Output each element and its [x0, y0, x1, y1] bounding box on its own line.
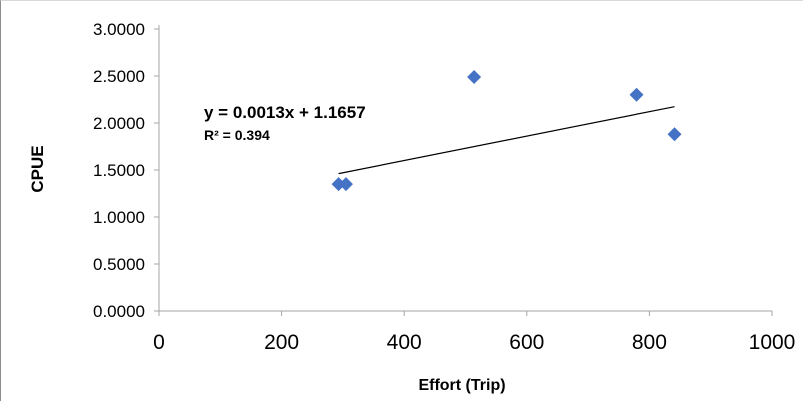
- data-points: [331, 69, 682, 192]
- y-axis-label: CPUE: [28, 145, 47, 192]
- y-tick-label: 1.5000: [93, 161, 145, 180]
- data-point: [338, 177, 353, 192]
- data-point: [667, 127, 682, 142]
- x-tick-label: 200: [264, 331, 299, 354]
- data-point: [467, 69, 482, 84]
- axes: 0.0000 0.5000 1.0000 1.5000 2.0000 2.5000 3.00…: [93, 20, 795, 354]
- y-tick-label: 0.5000: [93, 255, 145, 274]
- x-tick-label: 400: [387, 331, 422, 354]
- y-tick-label: 2.0000: [93, 114, 145, 133]
- x-tick-label: 0: [153, 331, 165, 354]
- trendline-group: [338, 106, 675, 175]
- y-tick-label: 2.5000: [93, 67, 145, 86]
- y-tick-label: 1.0000: [93, 208, 145, 227]
- y-tick-label: 3.0000: [93, 20, 145, 39]
- x-tick-label: 800: [632, 331, 667, 354]
- trendline-equation: y = 0.0013x + 1.1657: [204, 103, 366, 122]
- data-point: [331, 177, 346, 192]
- data-point: [629, 87, 644, 102]
- trendline: [338, 106, 675, 175]
- trendline-r-squared: R² = 0.394: [204, 127, 270, 143]
- y-tick-label: 0.0000: [93, 302, 145, 321]
- x-tick-label: 600: [509, 331, 544, 354]
- x-axis-label: Effort (Trip): [418, 377, 505, 394]
- x-tick-label: 1000: [749, 331, 796, 354]
